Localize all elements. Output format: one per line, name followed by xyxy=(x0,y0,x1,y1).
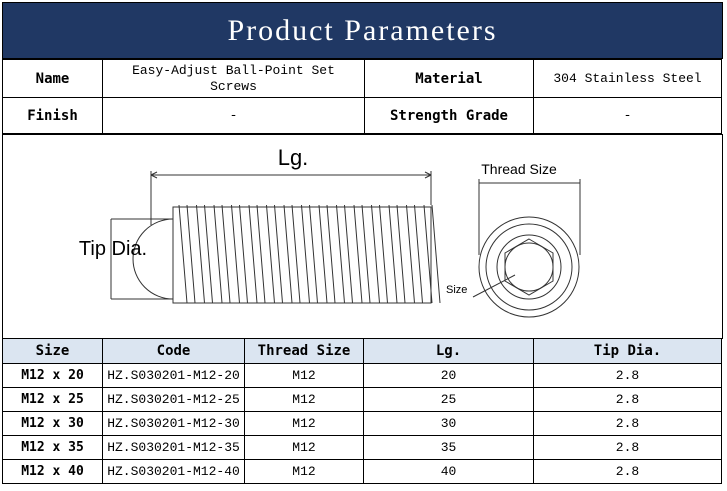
name-value: Easy-Adjust Ball-Point Set Screws xyxy=(102,59,365,98)
thread-line xyxy=(283,204,301,304)
thread-line xyxy=(353,204,371,304)
column-header: Size xyxy=(2,338,103,364)
table-cell: 30 xyxy=(363,411,534,436)
column-header: Thread Size xyxy=(244,338,364,364)
table-cell: 2.8 xyxy=(533,363,722,388)
table-cell: M12 x 35 xyxy=(2,435,103,460)
screw-diagram: Lg. Tip Dia. Thread Size Size xyxy=(2,134,723,339)
thread-line xyxy=(301,204,318,304)
column-header: Tip Dia. xyxy=(533,338,722,364)
thread-line xyxy=(213,204,231,304)
thread-line xyxy=(336,204,353,304)
length-label: Lg. xyxy=(278,145,309,170)
hex-size-label: Size xyxy=(446,284,467,296)
thread-line xyxy=(371,204,388,304)
thread-line xyxy=(318,204,336,304)
table-cell: HZ.S030201-M12-35 xyxy=(102,435,245,460)
column-header: Code xyxy=(102,338,245,364)
table-cell: 2.8 xyxy=(533,459,722,484)
tip-diameter-label: Tip Dia. xyxy=(79,238,147,260)
finish-value: - xyxy=(102,97,365,134)
strength-value: - xyxy=(533,97,722,134)
table-cell: 2.8 xyxy=(533,411,722,436)
material-value: 304 Stainless Steel xyxy=(533,59,722,98)
table-cell: HZ.S030201-M12-25 xyxy=(102,387,245,412)
table-cell: M12 xyxy=(244,459,364,484)
thread-size-label: Thread Size xyxy=(481,161,557,177)
finish-label: Finish xyxy=(2,97,103,134)
thread-line xyxy=(178,204,196,304)
page-title: Product Parameters xyxy=(2,2,723,59)
table-cell: HZ.S030201-M12-40 xyxy=(102,459,245,484)
table-cell: M12 xyxy=(244,363,364,388)
thread-line xyxy=(231,204,248,304)
strength-label: Strength Grade xyxy=(364,97,534,134)
table-cell: M12 x 25 xyxy=(2,387,103,412)
table-cell: M12 xyxy=(244,387,364,412)
table-cell: 2.8 xyxy=(533,435,722,460)
name-label: Name xyxy=(2,59,103,98)
thread-line xyxy=(406,204,423,304)
table-cell: M12 x 30 xyxy=(2,411,103,436)
thread-line xyxy=(266,204,283,304)
thread-line xyxy=(423,204,441,304)
material-label: Material xyxy=(364,59,534,98)
table-cell: HZ.S030201-M12-30 xyxy=(102,411,245,436)
table-cell: 25 xyxy=(363,387,534,412)
thread-line xyxy=(388,204,406,304)
table-cell: 35 xyxy=(363,435,534,460)
table-cell: M12 x 40 xyxy=(2,459,103,484)
thread-line xyxy=(248,204,266,304)
column-header: Lg. xyxy=(363,338,534,364)
table-cell: M12 xyxy=(244,435,364,460)
screw-drawing: Lg. Tip Dia. Thread Size Size xyxy=(79,145,581,318)
table-cell: HZ.S030201-M12-20 xyxy=(102,363,245,388)
thread-line xyxy=(196,204,213,304)
table-cell: 2.8 xyxy=(533,387,722,412)
table-cell: 20 xyxy=(363,363,534,388)
table-cell: M12 xyxy=(244,411,364,436)
table-cell: M12 x 20 xyxy=(2,363,103,388)
table-cell: 40 xyxy=(363,459,534,484)
